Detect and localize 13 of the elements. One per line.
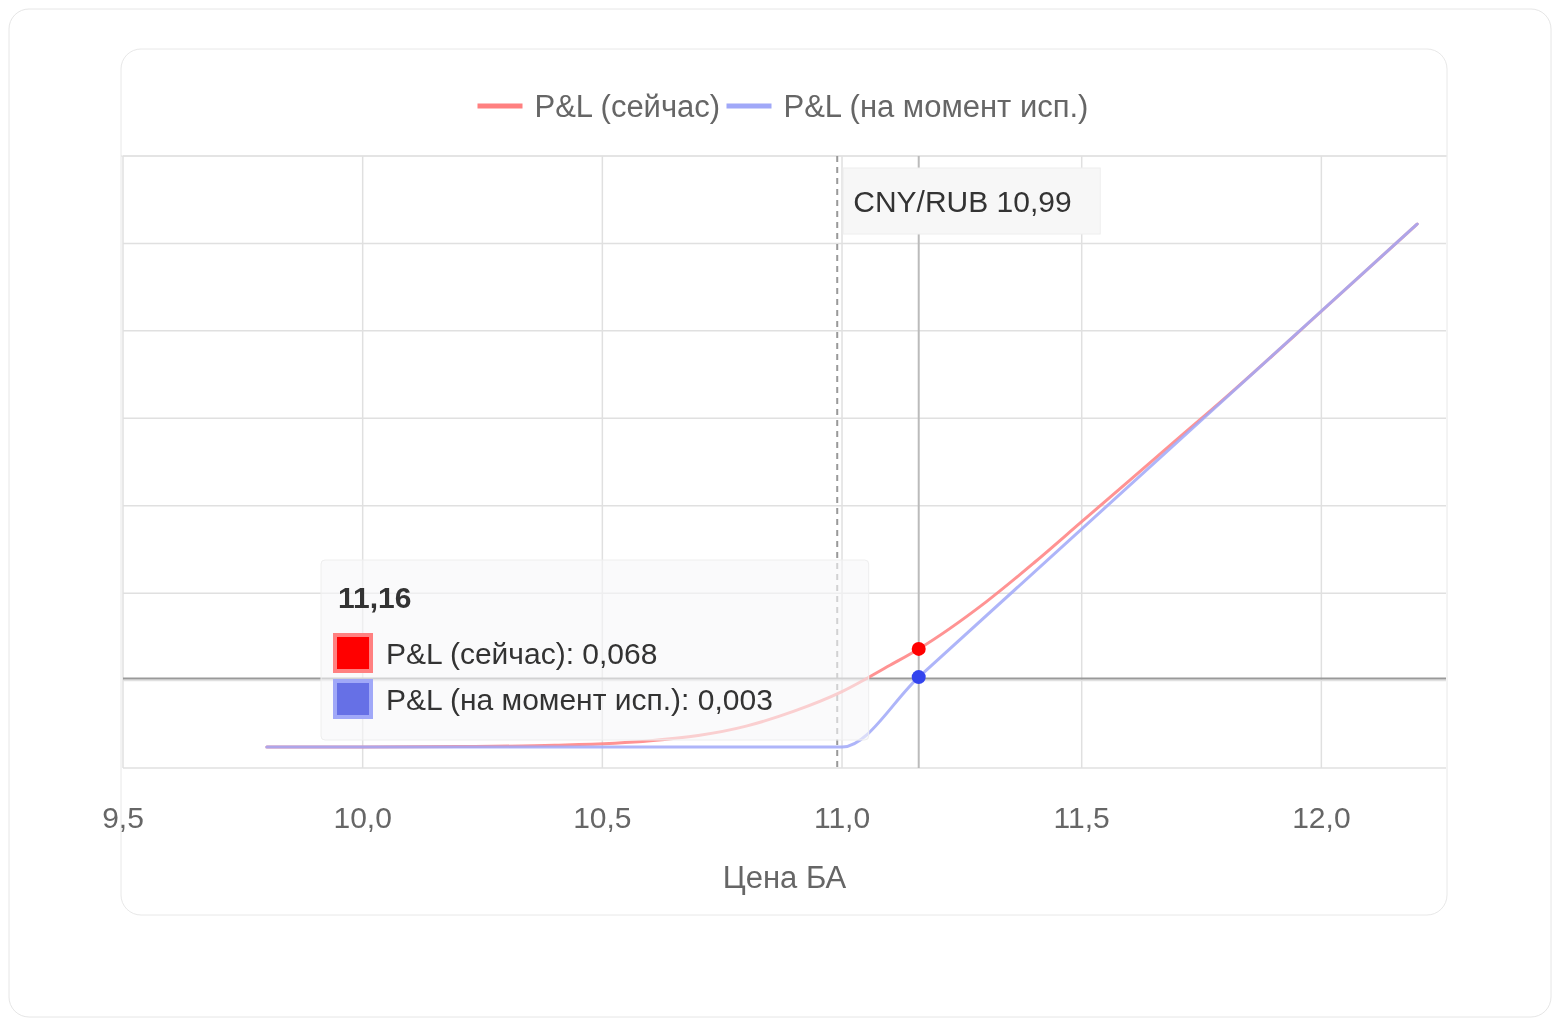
x-tick-label: 10,5 [573, 801, 632, 834]
x-tick-label: 11,5 [1053, 801, 1110, 834]
x-tick-label: 9,5 [102, 801, 144, 834]
annotation: P&L (сейчас): 0,068 [386, 637, 658, 670]
annotation: P&L (на момент исп.): 0,003 [386, 683, 773, 716]
legend-label: P&L (на момент исп.) [783, 89, 1089, 124]
ref-line-label: CNY/RUB 10,99 [853, 185, 1072, 218]
x-tick-label: 10,0 [333, 801, 392, 834]
x-tick-label: 11,0 [813, 801, 871, 834]
x-axis-title: Цена БА [722, 860, 847, 895]
x-tick-label: 12,0 [1292, 801, 1351, 834]
legend-label: P&L (сейчас) [534, 89, 721, 124]
annotation: 11,16 [338, 581, 412, 614]
